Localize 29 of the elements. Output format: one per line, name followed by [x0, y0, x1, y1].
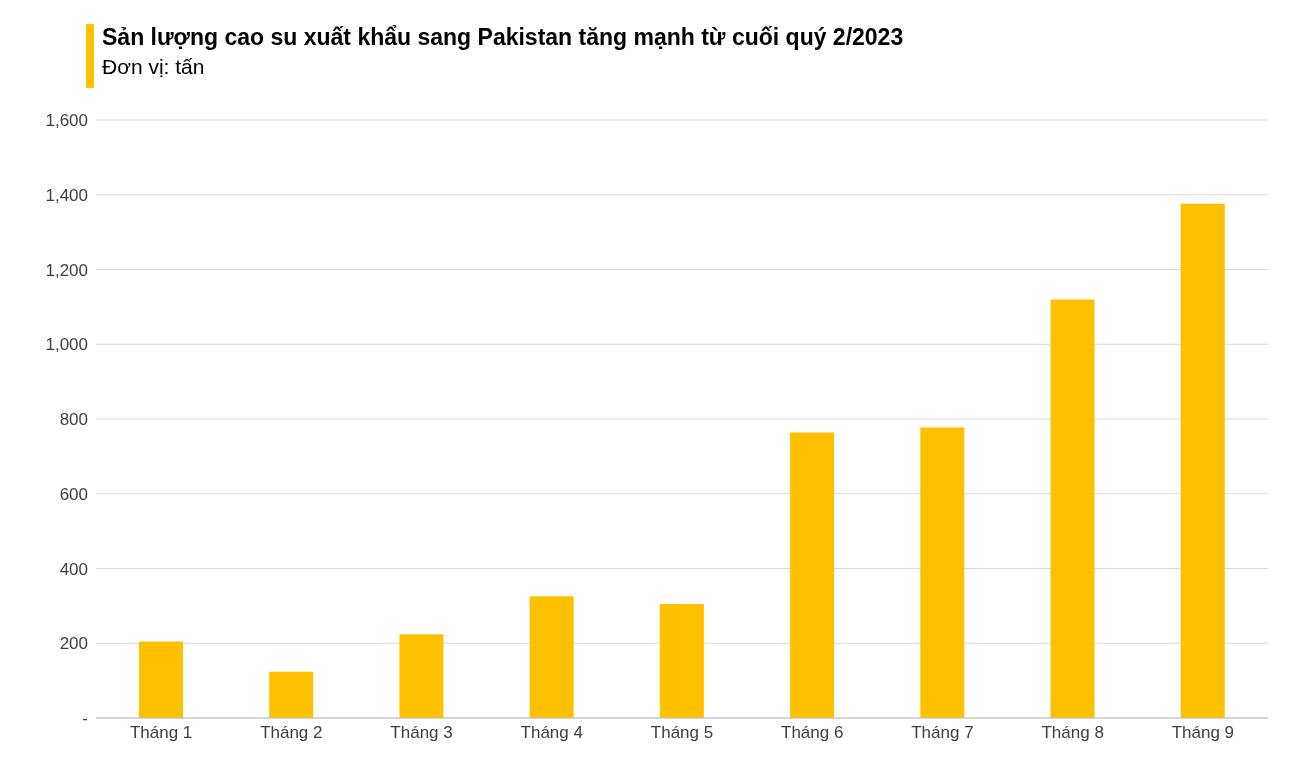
y-tick-label: 1,200 [45, 260, 88, 280]
bar [790, 432, 835, 718]
x-tick-label: Tháng 4 [520, 723, 583, 743]
x-tick-label: Tháng 8 [1041, 723, 1104, 743]
x-tick-label: Tháng 2 [260, 723, 323, 743]
bar [1050, 299, 1095, 718]
bar [138, 641, 183, 718]
y-tick-label: 200 [59, 634, 88, 654]
x-tick-label: Tháng 1 [129, 723, 193, 743]
y-tick-label: 600 [59, 484, 88, 504]
bar [529, 596, 574, 718]
bar [659, 604, 704, 718]
chart-subtitle: Đơn vị: tấn [102, 55, 206, 79]
y-tick-label: - [82, 709, 88, 729]
y-tick-label: 1,400 [45, 185, 88, 205]
x-tick-label: Tháng 9 [1171, 723, 1235, 743]
y-tick-label: 1,600 [45, 111, 88, 131]
x-tick-label: Tháng 3 [390, 723, 453, 743]
y-tick-label: 800 [59, 410, 88, 430]
y-tick-label: 1,000 [45, 335, 88, 355]
chart-title: Sản lượng cao su xuất khẩu sang Pakistan tăng mạnh từ cuối quý 2/2023 [102, 24, 904, 51]
bar [920, 427, 965, 718]
x-tick-label: Tháng 5 [650, 723, 714, 743]
bar [269, 671, 314, 718]
bar [1180, 203, 1225, 718]
x-tick-label: Tháng 6 [781, 723, 844, 743]
x-tick-label: Tháng 7 [911, 723, 974, 743]
bar [399, 634, 444, 718]
y-tick-label: 400 [59, 559, 88, 579]
